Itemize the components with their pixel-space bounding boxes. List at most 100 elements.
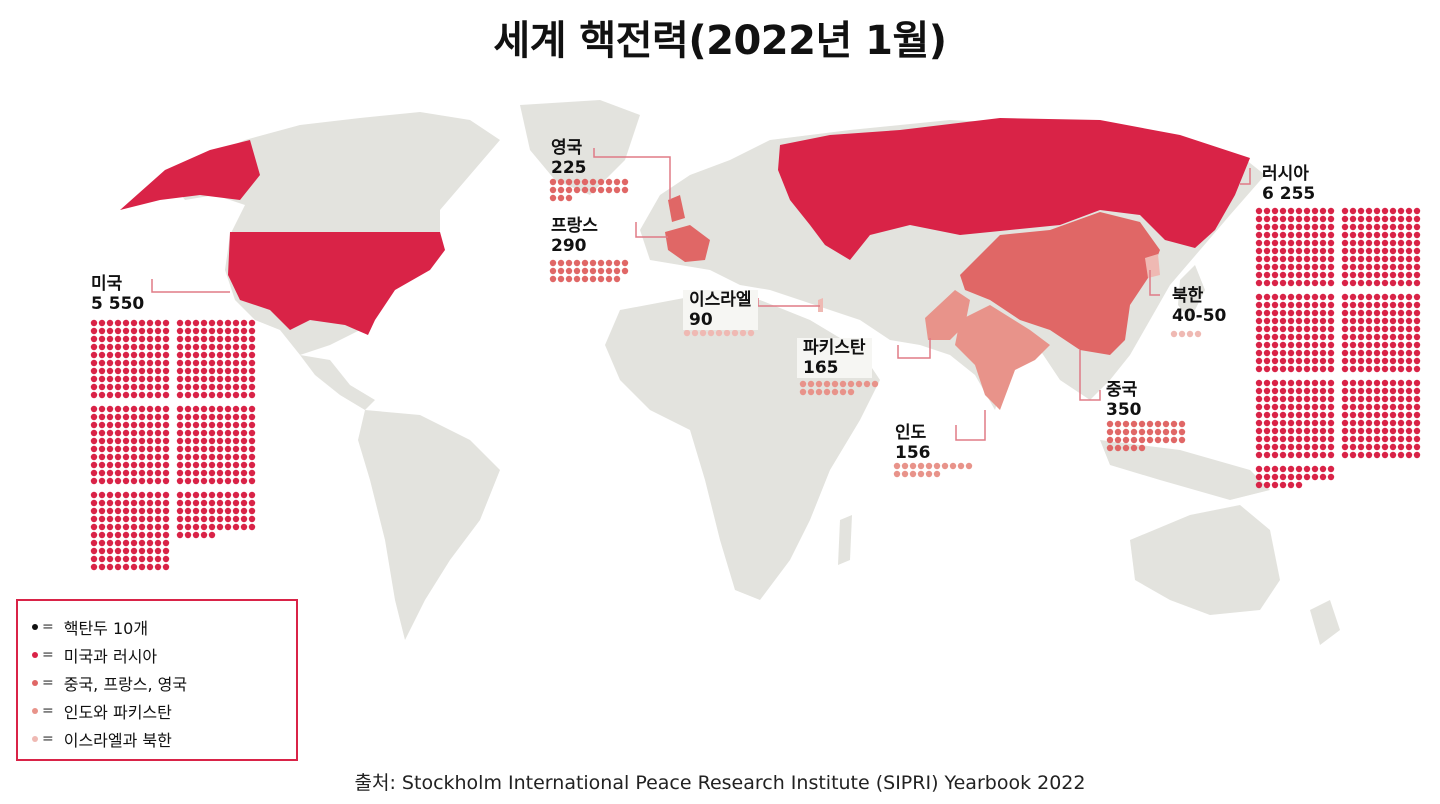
warhead-dot-russia (1413, 435, 1421, 443)
warhead-dot-usa (192, 359, 200, 367)
warhead-dot-usa (130, 531, 138, 539)
warhead-dot-usa (90, 445, 98, 453)
warhead-dot-russia (1365, 279, 1373, 287)
warhead-dot-usa (248, 445, 256, 453)
warhead-dot-russia (1413, 403, 1421, 411)
warhead-dot-pakistan (839, 380, 847, 388)
warhead-dot-russia (1303, 333, 1311, 341)
warhead-dot-russia (1271, 411, 1279, 419)
warhead-dot-russia (1255, 357, 1263, 365)
warhead-dot-usa (232, 359, 240, 367)
warhead-dot-russia (1349, 317, 1357, 325)
warhead-dot-russia (1389, 357, 1397, 365)
warhead-dot-china (1106, 420, 1114, 428)
warhead-dot-usa (146, 445, 154, 453)
warhead-dot-usa (90, 421, 98, 429)
warhead-dot-usa (176, 515, 184, 523)
warhead-dot-russia (1287, 365, 1295, 373)
warhead-dot-usa (240, 319, 248, 327)
warhead-dot-china (1162, 420, 1170, 428)
warhead-dot-usa (208, 477, 216, 485)
warhead-dot-usa (138, 421, 146, 429)
warhead-dot-usa (138, 477, 146, 485)
warhead-dot-usa (114, 547, 122, 555)
warhead-dot-usa (114, 437, 122, 445)
warhead-dot-usa (176, 405, 184, 413)
warhead-dot-usa (122, 531, 130, 539)
warhead-dot-russia (1349, 301, 1357, 309)
warhead-dot-russia (1357, 443, 1365, 451)
warhead-dot-usa (90, 367, 98, 375)
warhead-dot-usa (90, 351, 98, 359)
warhead-dot-usa (138, 383, 146, 391)
warhead-dot-russia (1271, 223, 1279, 231)
warhead-dot-usa (216, 491, 224, 499)
warhead-dot-russia (1311, 419, 1319, 427)
warhead-dot-usa (162, 367, 170, 375)
warhead-dot-usa (184, 367, 192, 375)
warhead-dot-russia (1397, 365, 1405, 373)
leader-nkorea (1149, 270, 1160, 296)
warhead-dot-russia (1389, 333, 1397, 341)
warhead-dot-usa (90, 539, 98, 547)
warhead-dot-usa (208, 453, 216, 461)
warhead-dot-usa (240, 413, 248, 421)
warhead-dot-usa (232, 327, 240, 335)
warhead-dot-russia (1255, 419, 1263, 427)
warhead-dot-russia (1287, 333, 1295, 341)
warhead-dot-usa (98, 375, 106, 383)
warhead-dot-india (901, 470, 909, 478)
warhead-dot-uk (557, 194, 565, 202)
warhead-dot-uk (557, 186, 565, 194)
warhead-dot-france (557, 267, 565, 275)
warhead-dot-russia (1381, 443, 1389, 451)
warhead-dot-russia (1303, 349, 1311, 357)
warhead-dot-usa (106, 375, 114, 383)
warhead-dot-russia (1357, 435, 1365, 443)
warhead-dot-russia (1357, 451, 1365, 459)
warhead-dot-russia (1365, 215, 1373, 223)
warhead-dot-russia (1263, 411, 1271, 419)
warhead-dot-usa (138, 491, 146, 499)
warhead-dot-russia (1303, 263, 1311, 271)
label-uk-value: 225 (551, 158, 587, 178)
warhead-dot-china (1146, 436, 1154, 444)
warhead-dot-russia (1349, 239, 1357, 247)
warhead-dot-russia (1311, 325, 1319, 333)
warhead-dot-russia (1341, 451, 1349, 459)
leader-israel (757, 298, 820, 307)
warhead-dot-nkorea (1194, 330, 1202, 338)
warhead-dot-russia (1357, 279, 1365, 287)
warhead-dot-usa (240, 375, 248, 383)
warhead-dot-russia (1319, 325, 1327, 333)
warhead-dot-usa (240, 523, 248, 531)
warhead-dot-russia (1365, 435, 1373, 443)
warhead-dot-usa (138, 391, 146, 399)
warhead-dot-usa (184, 421, 192, 429)
warhead-dot-usa (224, 383, 232, 391)
warhead-dot-russia (1327, 341, 1335, 349)
warhead-dot-usa (176, 421, 184, 429)
warhead-dot-usa (98, 335, 106, 343)
warhead-dot-usa (224, 367, 232, 375)
warhead-dot-pakistan (799, 380, 807, 388)
warhead-dot-russia (1263, 255, 1271, 263)
warhead-dot-usa (184, 413, 192, 421)
warhead-dot-russia (1341, 443, 1349, 451)
warhead-dot-russia (1279, 309, 1287, 317)
warhead-dot-usa (122, 523, 130, 531)
warhead-dot-russia (1413, 215, 1421, 223)
warhead-dot-usa (90, 477, 98, 485)
warhead-dot-russia (1303, 301, 1311, 309)
warhead-dot-india (917, 462, 925, 470)
warhead-dot-russia (1357, 317, 1365, 325)
warhead-dot-russia (1413, 239, 1421, 247)
warhead-dot-usa (162, 351, 170, 359)
warhead-dot-france (549, 275, 557, 283)
warhead-dot-usa (184, 523, 192, 531)
warhead-dot-russia (1295, 279, 1303, 287)
warhead-dot-russia (1327, 207, 1335, 215)
warhead-dot-russia (1279, 255, 1287, 263)
warhead-dot-usa (98, 477, 106, 485)
warhead-dot-usa (162, 437, 170, 445)
